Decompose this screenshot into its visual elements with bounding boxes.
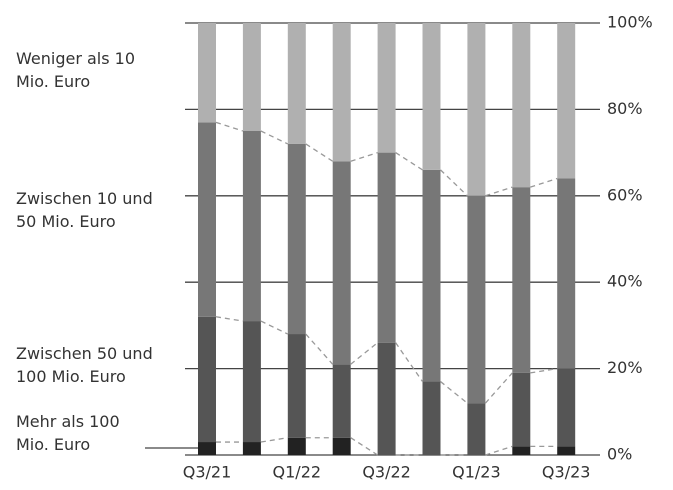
- y-tick-label: 100%: [607, 13, 653, 32]
- bar-segment: [557, 178, 576, 369]
- bar-segment: [287, 437, 306, 455]
- bar-segment: [557, 23, 576, 179]
- bar-segment: [198, 316, 216, 443]
- connector: [530, 177, 558, 188]
- bar-segment: [422, 23, 441, 170]
- bar-segment: [377, 152, 396, 343]
- y-tick-label: 40%: [607, 272, 643, 291]
- bar-segment: [422, 381, 441, 455]
- connector: [484, 372, 513, 404]
- legend-label: Zwischen 50 und 100 Mio. Euro: [16, 344, 153, 386]
- connector: [260, 130, 289, 145]
- bar-segment: [287, 23, 306, 144]
- bar-segment: [242, 23, 261, 131]
- bar-segment: [512, 187, 531, 373]
- connector: [305, 333, 334, 365]
- connector: [260, 320, 289, 335]
- bar-segment: [198, 122, 216, 317]
- bar-segment: [198, 442, 216, 455]
- bar-segment: [242, 131, 261, 322]
- bar-segment: [467, 403, 486, 455]
- bar-segment: [332, 437, 351, 455]
- connector: [395, 152, 423, 171]
- connector: [260, 437, 288, 443]
- x-tick-label: Q3/23: [542, 463, 591, 482]
- x-tick-label: Q3/21: [183, 463, 232, 482]
- connector: [485, 186, 513, 197]
- bar-segment: [332, 364, 351, 438]
- bar-segment: [242, 321, 261, 443]
- bar-segment: [377, 342, 396, 455]
- bar-segment: [377, 23, 396, 153]
- bar-segment: [422, 169, 441, 382]
- connector: [350, 151, 378, 162]
- bar-segment: [512, 446, 531, 455]
- bar-segment: [242, 442, 261, 455]
- y-tick-label: 0%: [607, 445, 632, 464]
- bar-segment: [512, 23, 531, 188]
- legend-label: Mehr als 100 Mio. Euro: [16, 412, 120, 454]
- x-tick-label: Q1/22: [273, 463, 322, 482]
- bar-segment: [467, 23, 486, 196]
- connector: [485, 445, 513, 456]
- bar-segment: [332, 23, 351, 162]
- connector: [440, 169, 468, 197]
- bar-segment: [198, 23, 216, 123]
- x-tick-label: Q3/22: [362, 463, 411, 482]
- connector: [215, 121, 244, 132]
- legend-label: Zwischen 10 und 50 Mio. Euro: [16, 189, 153, 231]
- connector: [395, 342, 424, 382]
- connector: [530, 367, 558, 374]
- connector: [350, 437, 378, 456]
- y-tick-label: 80%: [607, 99, 643, 118]
- legend-label: Weniger als 10 Mio. Euro: [16, 49, 136, 91]
- bar-segment: [512, 372, 531, 447]
- connector: [440, 381, 468, 404]
- connector: [350, 342, 379, 365]
- x-tick-label: Q1/23: [452, 463, 501, 482]
- connector: [215, 316, 244, 322]
- bar-segment: [467, 195, 486, 404]
- connector: [305, 143, 334, 162]
- bar-segment: [287, 334, 306, 438]
- y-tick-label: 20%: [607, 358, 643, 377]
- bar-segment: [557, 368, 576, 447]
- bar-segment: [332, 161, 351, 365]
- bar-segment: [557, 446, 576, 455]
- bar-segment: [287, 143, 306, 335]
- y-tick-label: 60%: [607, 185, 643, 204]
